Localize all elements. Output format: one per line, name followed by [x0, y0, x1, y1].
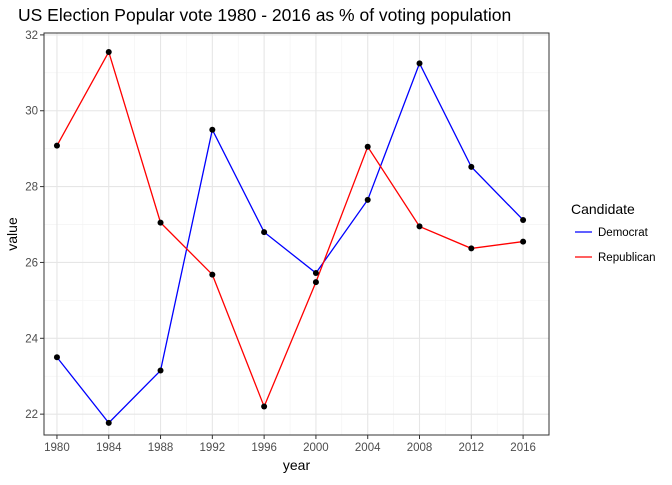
x-tick-label: 2000 [303, 442, 329, 454]
legend-items: Democrat Republican [575, 227, 656, 264]
x-tick-label: 2008 [407, 442, 433, 454]
x-tick-label: 1988 [148, 442, 174, 454]
y-axis-label: value [4, 217, 20, 251]
chart-title: US Election Popular vote 1980 - 2016 as … [18, 5, 511, 25]
series-line-republican [56, 50, 524, 409]
x-tick-label: 1996 [251, 442, 277, 454]
x-tick-label: 1992 [200, 442, 226, 454]
data-point-republican [364, 143, 371, 150]
y-tick-label: 26 [25, 257, 38, 269]
y-tick-label: 28 [25, 182, 38, 194]
data-point-republican [416, 223, 423, 230]
y-axis: 22 24 26 28 30 32 [25, 30, 44, 421]
x-tick-label: 2004 [355, 442, 381, 454]
data-point-democrat [261, 229, 268, 236]
data-point-republican [53, 142, 60, 149]
data-point-republican [520, 238, 527, 245]
data-point-republican [261, 403, 268, 410]
series-lines [56, 50, 524, 424]
data-point-democrat [53, 354, 60, 361]
legend: Candidate Democrat Republican [571, 201, 656, 264]
data-point-democrat [468, 163, 475, 170]
x-tick-label: 2016 [510, 442, 536, 454]
data-point-democrat [416, 60, 423, 67]
legend-label-democrat: Democrat [598, 227, 649, 239]
x-axis: 1980 1984 1988 1992 1996 2000 2004 2008 2012 2016 [44, 435, 536, 454]
data-point-democrat [364, 196, 371, 203]
y-tick-label: 32 [25, 30, 38, 42]
x-tick-label: 1980 [44, 442, 70, 454]
data-point-democrat [312, 270, 319, 277]
y-tick-label: 22 [25, 409, 38, 421]
legend-title: Candidate [571, 201, 635, 217]
y-tick-label: 24 [25, 333, 38, 345]
grid [44, 33, 549, 435]
data-point-republican [312, 279, 319, 286]
x-tick-label: 1984 [96, 442, 122, 454]
data-points [53, 48, 527, 426]
data-point-republican [468, 245, 475, 252]
y-tick-label: 30 [25, 106, 38, 118]
x-axis-label: year [283, 457, 311, 473]
data-point-democrat [520, 216, 527, 223]
data-point-democrat [209, 126, 216, 133]
plot-panel-border [43, 32, 550, 436]
data-point-democrat [105, 419, 112, 426]
data-point-republican [105, 48, 112, 55]
data-point-republican [209, 271, 216, 278]
legend-label-republican: Republican [598, 252, 656, 264]
data-point-democrat [157, 367, 164, 374]
x-tick-label: 2012 [459, 442, 485, 454]
series-line-democrat [56, 61, 524, 424]
data-point-republican [157, 219, 164, 226]
